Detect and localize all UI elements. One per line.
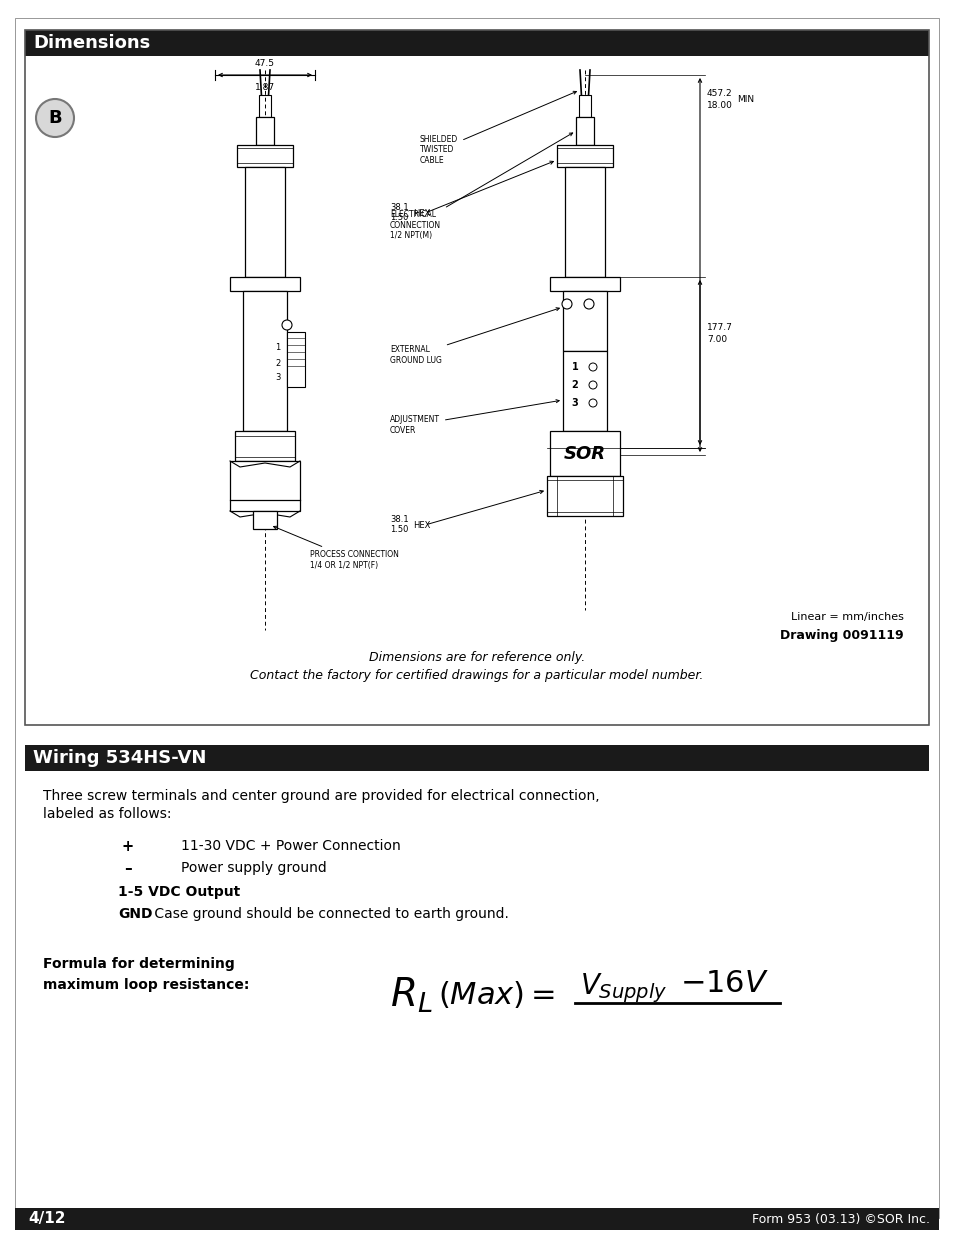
Text: Dimensions: Dimensions	[33, 35, 150, 52]
Text: HEX: HEX	[413, 520, 430, 530]
Text: 1: 1	[275, 342, 280, 352]
Bar	[557, 144, 613, 167]
Text: Three screw terminals and center ground are provided for electrical connection,: Three screw terminals and center ground …	[43, 789, 599, 803]
Bar	[243, 291, 287, 431]
Text: 2: 2	[571, 380, 578, 390]
Bar	[230, 461, 299, 511]
Text: HEX: HEX	[413, 209, 430, 217]
Text: PROCESS CONNECTION
1/4 OR 1/2 NPT(F): PROCESS CONNECTION 1/4 OR 1/2 NPT(F)	[274, 526, 398, 569]
Text: $R_L$: $R_L$	[390, 976, 432, 1015]
Bar	[255, 117, 274, 144]
Text: Formula for determining
maximum loop resistance:: Formula for determining maximum loop res…	[43, 957, 249, 992]
Bar	[236, 144, 293, 167]
Circle shape	[36, 99, 74, 137]
Bar	[230, 277, 299, 291]
Text: 1: 1	[571, 362, 578, 372]
Text: $(Max) =$: $(Max) =$	[437, 979, 555, 1010]
Text: $V_{Supply}$: $V_{Supply}$	[579, 971, 667, 1004]
Bar	[546, 475, 622, 516]
Text: 1.50: 1.50	[390, 214, 408, 222]
Text: $- 16V$: $- 16V$	[679, 969, 768, 998]
Bar	[25, 30, 928, 56]
Text: Wiring 534HS-VN: Wiring 534HS-VN	[33, 748, 206, 767]
Text: 3: 3	[571, 398, 578, 408]
Text: SHIELDED
TWISTED
CABLE: SHIELDED TWISTED CABLE	[419, 91, 576, 165]
Bar	[258, 95, 271, 117]
Text: Linear = mm/inches: Linear = mm/inches	[790, 613, 903, 622]
Text: 1.50: 1.50	[390, 526, 408, 535]
Text: Contact the factory for certified drawings for a particular model number.: Contact the factory for certified drawin…	[250, 668, 703, 682]
Bar	[287, 332, 305, 387]
Text: 11-30 VDC + Power Connection: 11-30 VDC + Power Connection	[181, 839, 400, 853]
Bar	[550, 277, 619, 291]
Text: Form 953 (03.13) ©SOR Inc.: Form 953 (03.13) ©SOR Inc.	[751, 1213, 929, 1225]
Text: 38.1: 38.1	[390, 204, 408, 212]
Bar	[253, 511, 276, 529]
Text: 3: 3	[275, 373, 280, 383]
Bar	[578, 95, 590, 117]
Text: EXTERNAL
GROUND LUG: EXTERNAL GROUND LUG	[390, 308, 558, 364]
Text: 177.7: 177.7	[706, 322, 732, 331]
Text: Case ground should be connected to earth ground.: Case ground should be connected to earth…	[150, 906, 508, 921]
Text: SOR: SOR	[563, 445, 605, 463]
Bar	[25, 745, 928, 771]
Text: 1.87: 1.87	[254, 83, 274, 91]
Text: 457.2: 457.2	[706, 89, 732, 98]
Text: 1-5 VDC Output: 1-5 VDC Output	[118, 885, 240, 899]
Text: 18.00: 18.00	[706, 100, 732, 110]
Bar	[245, 167, 285, 277]
Bar	[15, 1208, 938, 1230]
Text: B: B	[49, 109, 62, 127]
Circle shape	[588, 363, 597, 370]
Text: labeled as follows:: labeled as follows:	[43, 806, 172, 821]
Text: 2: 2	[275, 358, 280, 368]
Text: 38.1: 38.1	[390, 515, 408, 525]
Text: 47.5: 47.5	[254, 59, 274, 68]
Circle shape	[588, 399, 597, 408]
Circle shape	[583, 299, 594, 309]
Circle shape	[282, 320, 292, 330]
Text: 4/12: 4/12	[28, 1212, 66, 1226]
Bar	[234, 431, 294, 461]
Bar	[25, 30, 928, 725]
Text: +: +	[122, 839, 134, 853]
Bar	[562, 291, 606, 351]
Bar	[550, 431, 619, 475]
Text: Dimensions are for reference only.: Dimensions are for reference only.	[369, 651, 584, 663]
Bar	[576, 117, 594, 144]
Text: ADJUSTMENT
COVER: ADJUSTMENT COVER	[390, 400, 558, 435]
Text: 7.00: 7.00	[706, 335, 726, 343]
Text: GND: GND	[118, 906, 152, 921]
Text: Drawing 0091119: Drawing 0091119	[780, 629, 903, 641]
Text: –: –	[124, 861, 132, 876]
Bar	[562, 351, 606, 431]
Text: Power supply ground: Power supply ground	[181, 861, 327, 876]
Text: ELECTRICAL
CONNECTION
1/2 NPT(M): ELECTRICAL CONNECTION 1/2 NPT(M)	[390, 133, 572, 240]
Circle shape	[588, 382, 597, 389]
Bar	[564, 167, 604, 277]
Circle shape	[561, 299, 572, 309]
Text: MIN: MIN	[737, 95, 753, 104]
